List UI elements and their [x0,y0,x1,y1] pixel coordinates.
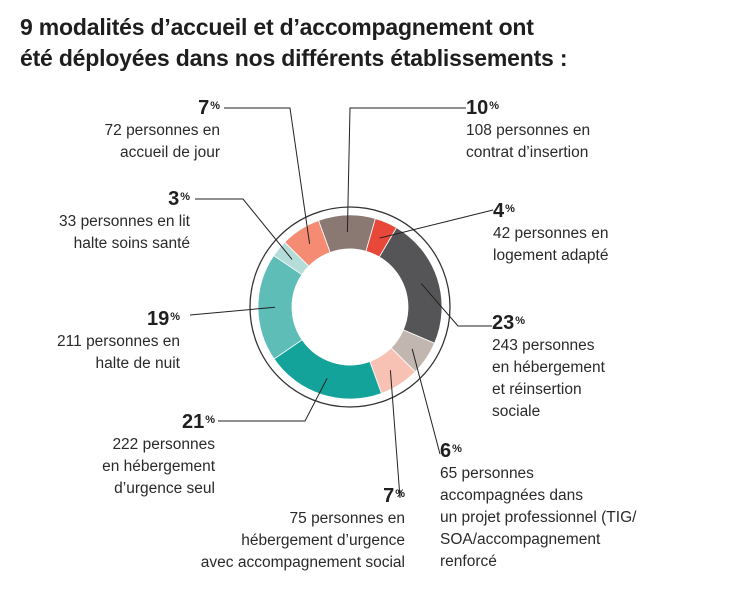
slice-percent-8: 3% [20,187,190,211]
slice-percent-6: 21% [40,410,215,434]
slice-description-line: 42 personnes en [493,225,609,242]
percent-sign: % [395,488,405,500]
slice-label-3: 23% 243 personnes en hébergement et réinser… [492,311,682,423]
donut-slice-3 [378,227,443,344]
leader-line-9 [224,107,311,244]
slice-description-2: 42 personnes en logement adapté [493,223,693,267]
slice-description-line: accompagnées dans [440,487,584,504]
slice-description-4: 65 personnes accompagnées dans un projet p… [440,463,720,573]
slice-percent-value: 7 [198,97,210,119]
percent-sign: % [505,203,515,215]
leader-line-8 [195,198,293,260]
slice-percent-value: 7 [383,485,395,507]
slice-description-line: halte de nuit [95,355,180,372]
leader-line-3 [420,283,492,327]
percent-sign: % [205,414,215,426]
slice-percent-value: 23 [492,312,515,334]
slice-description-line: 243 personnes [492,337,595,354]
slice-label-8: 3% 33 personnes en lit halte soins santé [20,187,190,255]
chart-title: 9 modalités d’accueil et d’accompagnemen… [20,12,740,74]
percent-sign: % [515,315,526,327]
slice-description-line: renforcé [440,553,497,570]
slice-description-line: 65 personnes [440,465,534,482]
slice-label-9: 7% 72 personnes en accueil de jour [40,96,220,164]
slice-label-5: 7% 75 personnes en hébergement d’urgence av… [160,484,405,574]
slice-description-line: logement adapté [493,247,609,264]
slice-description-line: avec accompagnement social [200,554,405,571]
slice-description-line: contrat d’insertion [466,144,589,161]
percent-sign: % [180,191,190,203]
percent-sign: % [489,100,500,112]
slice-label-4: 6% 65 personnes accompagnées dans un projet… [440,439,720,573]
chart-title-line-1: 9 modalités d’accueil et d’accompagnemen… [20,14,534,40]
leader-line-1 [346,107,466,233]
donut-slice-9 [284,220,331,267]
slice-description-line: 75 personnes en [289,510,405,527]
percent-sign: % [170,311,180,323]
slice-description-line: accueil de jour [120,144,220,161]
slice-label-1: 10% 108 personnes en contrat d’insertion [466,96,666,164]
slice-description-line: SOA/accompagnement [440,531,601,548]
slice-description-line: 108 personnes en [466,122,591,139]
leader-line-2 [379,209,494,239]
slice-description-line: un projet professionnel (TIG/ [440,509,637,526]
slice-percent-7: 19% [30,307,180,331]
slice-description-line: 33 personnes en lit [59,213,190,230]
slice-description-line: en hébergement [102,458,215,475]
slice-description-7: 211 personnes en halte de nuit [30,331,180,375]
slice-description-6: 222 personnes en hébergement d’urgence seu… [40,434,215,500]
slice-label-6: 21% 222 personnes en hébergement d’urgence … [40,410,215,500]
slice-percent-value: 21 [181,411,205,433]
slice-description-line: sociale [492,403,541,420]
slice-description-8: 33 personnes en lit halte soins santé [20,211,190,255]
slice-percent-1: 10% [466,96,666,120]
slice-description-1: 108 personnes en contrat d’insertion [466,120,666,164]
slice-description-line: 211 personnes en [57,333,180,350]
slice-percent-5: 7% [160,484,405,508]
leader-line-7 [189,306,276,316]
slice-description-line: hébergement d’urgence [241,532,405,549]
slice-description-line: et réinsertion [492,381,582,398]
slice-description-line: d’urgence seul [114,480,215,497]
donut-slice-7 [257,254,303,360]
slice-label-7: 19% 211 personnes en halte de nuit [30,307,180,375]
slice-description-5: 75 personnes en hébergement d’urgence avec… [160,508,405,574]
leader-line-6 [218,378,328,422]
slice-description-line: 72 personnes en [104,122,220,139]
slice-percent-9: 7% [40,96,220,120]
slice-description-9: 72 personnes en accueil de jour [40,120,220,164]
slice-percent-value: 19 [146,308,170,330]
percent-sign: % [452,443,462,455]
chart-title-line-2: été déployées dans nos différents établi… [20,45,568,71]
slice-percent-2: 4% [493,199,693,223]
outer-ring [249,206,451,408]
slice-percent-value: 3 [168,188,180,210]
slice-description-3: 243 personnes en hébergement et réinsertio… [492,335,682,423]
slice-percent-3: 23% [492,311,682,335]
slice-description-line: en hébergement [492,359,605,376]
slice-description-line: 222 personnes [112,436,215,453]
slice-percent-value: 4 [493,200,505,222]
leader-line-5 [389,370,401,499]
slice-label-2: 4% 42 personnes en logement adapté [493,199,693,267]
donut-slice-6 [273,339,382,400]
percent-sign: % [210,100,220,112]
slice-percent-value: 10 [466,97,489,119]
slice-description-line: halte soins santé [73,235,190,252]
slice-percent-4: 6% [440,439,720,463]
leader-line-4 [411,348,441,455]
slice-percent-value: 6 [440,440,452,462]
